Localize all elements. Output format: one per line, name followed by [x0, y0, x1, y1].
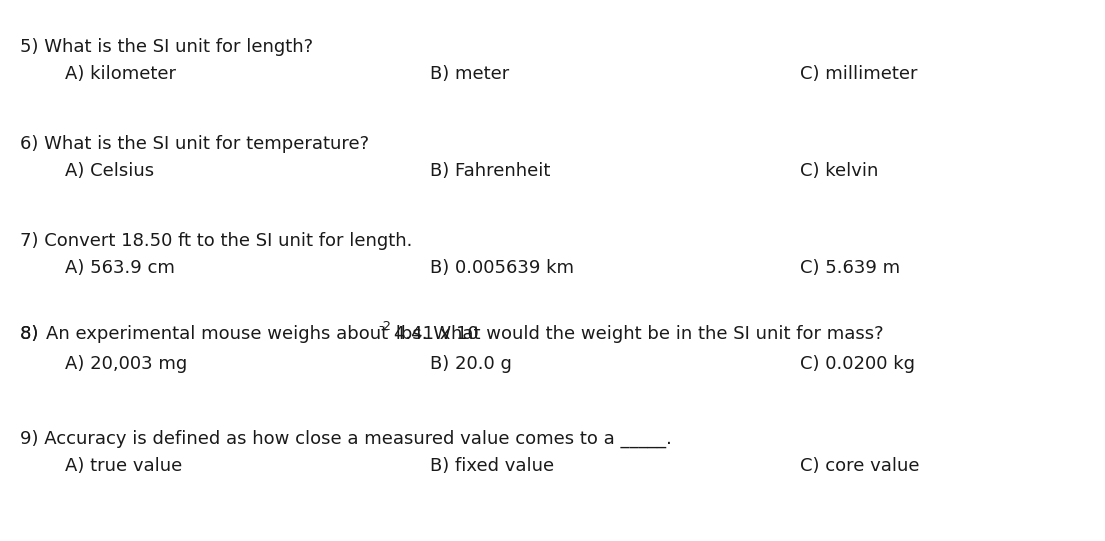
Text: 8): 8) [20, 325, 44, 343]
Text: C) kelvin: C) kelvin [800, 162, 878, 180]
Text: A) Celsius: A) Celsius [65, 162, 154, 180]
Text: B) 20.0 g: B) 20.0 g [430, 355, 512, 373]
Text: -2: -2 [378, 320, 391, 333]
Text: An experimental mouse weighs about 4.41 x 10: An experimental mouse weighs about 4.41 … [46, 325, 478, 343]
Text: lbs. What would the weight be in the SI unit for mass?: lbs. What would the weight be in the SI … [390, 325, 884, 343]
Text: B) meter: B) meter [430, 65, 509, 83]
Text: B) fixed value: B) fixed value [430, 457, 554, 475]
Text: 5) What is the SI unit for length?: 5) What is the SI unit for length? [20, 38, 313, 56]
Text: A) true value: A) true value [65, 457, 182, 475]
Text: 9) Accuracy is defined as how close a measured value comes to a _____.: 9) Accuracy is defined as how close a me… [20, 430, 672, 448]
Text: 6) What is the SI unit for temperature?: 6) What is the SI unit for temperature? [20, 135, 369, 153]
Text: C) 5.639 m: C) 5.639 m [800, 259, 901, 277]
Text: 7) Convert 18.50 ft to the SI unit for length.: 7) Convert 18.50 ft to the SI unit for l… [20, 232, 412, 250]
Text: C) millimeter: C) millimeter [800, 65, 917, 83]
Text: A) 20,003 mg: A) 20,003 mg [65, 355, 187, 373]
Text: A) 563.9 cm: A) 563.9 cm [65, 259, 175, 277]
Text: C) core value: C) core value [800, 457, 919, 475]
Text: B) 0.005639 km: B) 0.005639 km [430, 259, 573, 277]
Text: 8): 8) [20, 325, 44, 343]
Text: A) kilometer: A) kilometer [65, 65, 176, 83]
Text: C) 0.0200 kg: C) 0.0200 kg [800, 355, 915, 373]
Text: B) Fahrenheit: B) Fahrenheit [430, 162, 550, 180]
